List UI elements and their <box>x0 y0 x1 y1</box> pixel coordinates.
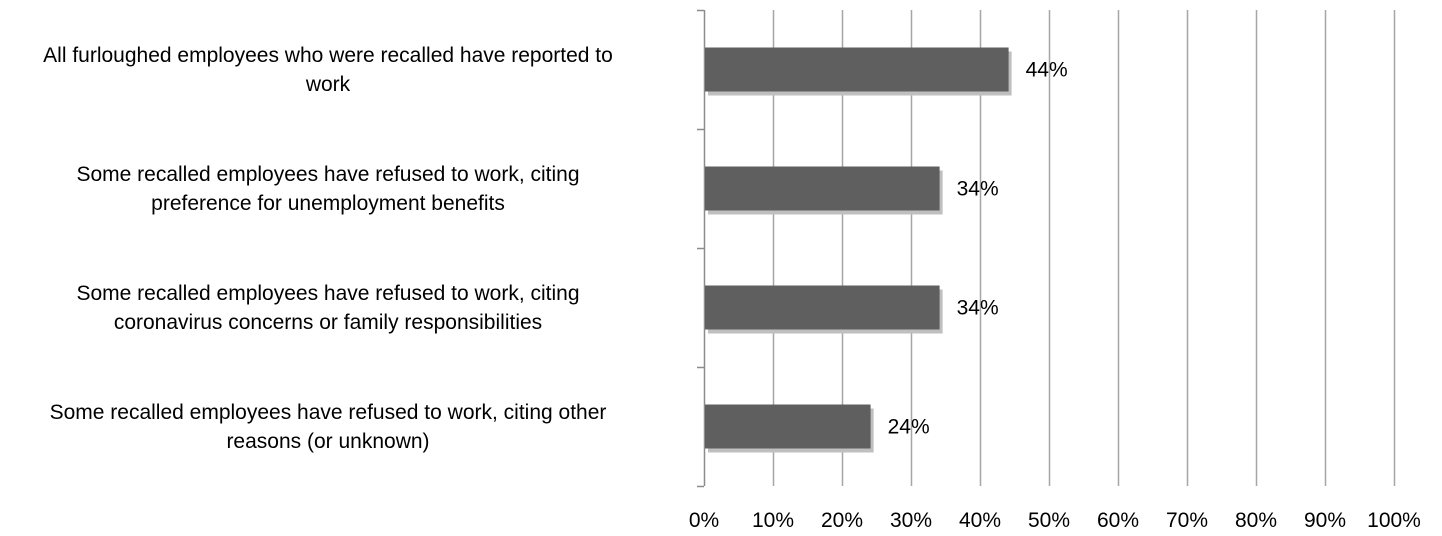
bar <box>705 285 940 330</box>
data-label: 44% <box>1026 59 1068 82</box>
category-label: Some recalled employees have refused to … <box>0 279 678 337</box>
x-tick-label: 80% <box>1235 509 1277 531</box>
x-tick-label: 0% <box>689 509 719 531</box>
category-label-line: preference for unemployment benefits <box>151 191 505 215</box>
category-label-line: Some recalled employees have refused to … <box>76 162 580 186</box>
data-label: 34% <box>957 297 999 320</box>
x-tick-label: 60% <box>1097 509 1139 531</box>
category-label-line: coronavirus concerns or family responsib… <box>113 310 543 334</box>
category-label-line: Some recalled employees have refused to … <box>76 281 580 305</box>
category-label: Some recalled employees have refused to … <box>0 160 678 218</box>
category-label-line: reasons (or unknown) <box>226 429 430 453</box>
x-tick-label: 100% <box>1367 509 1421 531</box>
bar <box>705 166 940 211</box>
category-label-line: Some recalled employees have refused to … <box>49 400 607 424</box>
x-tick-label: 20% <box>821 509 863 531</box>
x-tick-label: 30% <box>890 509 932 531</box>
category-label-line: work <box>305 72 351 96</box>
data-label: 34% <box>957 178 999 201</box>
x-tick-label: 90% <box>1304 509 1346 531</box>
bar <box>705 404 871 449</box>
x-tick-label: 40% <box>959 509 1001 531</box>
category-label: All furloughed employees who were recall… <box>0 41 678 99</box>
x-tick-label: 50% <box>1028 509 1070 531</box>
category-label: Some recalled employees have refused to … <box>0 398 678 456</box>
category-label-line: All furloughed employees who were recall… <box>43 43 613 67</box>
data-label: 24% <box>888 416 930 439</box>
x-tick-label: 70% <box>1166 509 1208 531</box>
bar <box>705 47 1009 92</box>
x-tick-label: 10% <box>752 509 794 531</box>
